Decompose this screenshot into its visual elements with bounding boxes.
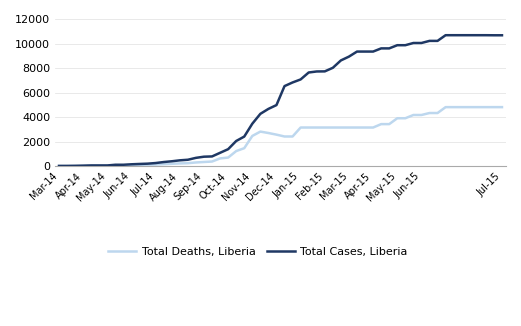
Line: Total Deaths, Liberia: Total Deaths, Liberia bbox=[59, 107, 502, 166]
Total Cases, Liberia bbox=[346, 55, 352, 59]
Total Deaths, Liberia bbox=[394, 116, 401, 120]
Legend: Total Deaths, Liberia, Total Cases, Liberia: Total Deaths, Liberia, Total Cases, Libe… bbox=[104, 242, 412, 261]
Total Deaths, Liberia bbox=[305, 126, 312, 129]
Total Deaths, Liberia bbox=[56, 164, 62, 168]
Total Cases, Liberia bbox=[499, 33, 505, 37]
Total Cases, Liberia bbox=[217, 151, 223, 155]
Total Deaths, Liberia bbox=[217, 156, 223, 160]
Total Deaths, Liberia bbox=[499, 105, 505, 109]
Total Cases, Liberia bbox=[305, 70, 312, 74]
Total Cases, Liberia bbox=[56, 164, 62, 168]
Line: Total Cases, Liberia: Total Cases, Liberia bbox=[59, 35, 502, 166]
Total Cases, Liberia bbox=[442, 33, 449, 37]
Total Deaths, Liberia bbox=[491, 105, 497, 109]
Total Deaths, Liberia bbox=[330, 126, 336, 129]
Total Cases, Liberia bbox=[394, 43, 401, 47]
Total Cases, Liberia bbox=[64, 164, 70, 168]
Total Deaths, Liberia bbox=[346, 126, 352, 129]
Total Cases, Liberia bbox=[330, 66, 336, 70]
Total Deaths, Liberia bbox=[64, 164, 70, 168]
